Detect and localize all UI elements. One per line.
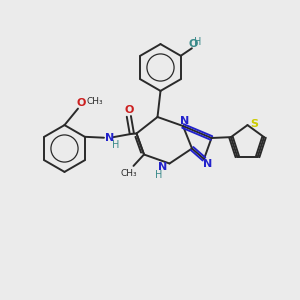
Text: O: O <box>77 98 86 108</box>
Text: CH₃: CH₃ <box>86 97 103 106</box>
Text: N: N <box>105 133 114 143</box>
Text: O: O <box>188 39 197 50</box>
Text: N: N <box>180 116 189 126</box>
Text: N: N <box>203 159 212 170</box>
Text: H: H <box>194 37 202 47</box>
Text: S: S <box>250 118 258 129</box>
Text: CH₃: CH₃ <box>121 169 137 178</box>
Text: N: N <box>158 162 167 172</box>
Text: H: H <box>112 140 120 150</box>
Text: H: H <box>155 170 163 180</box>
Text: O: O <box>124 105 134 115</box>
